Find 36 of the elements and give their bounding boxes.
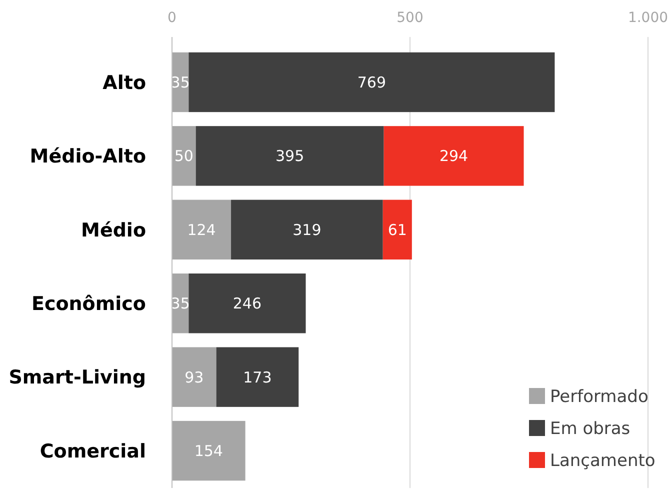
y-tick-label: Smart-Living (8, 366, 146, 389)
x-tick-label: 1.000 (628, 10, 668, 26)
data-label: 395 (275, 147, 304, 166)
data-label: 173 (243, 368, 272, 386)
bar (196, 126, 384, 186)
data-label: 50 (174, 147, 194, 166)
x-tick-label: 500 (396, 10, 424, 26)
y-tick-label: Alto (102, 72, 146, 94)
bar (382, 200, 412, 260)
bar (172, 347, 216, 407)
bar (231, 200, 383, 260)
y-tick-label: Comercial (40, 440, 146, 462)
bar (188, 52, 555, 112)
x-tick-label: 0 (168, 10, 176, 26)
data-label: 124 (187, 220, 216, 239)
y-tick-label: Médio (81, 219, 146, 242)
bar (172, 200, 232, 260)
bar (384, 126, 524, 186)
bar (188, 274, 306, 334)
data-label: 319 (292, 220, 322, 239)
data-label: 93 (184, 368, 204, 386)
data-label: 35 (170, 73, 190, 92)
legend-label: Performado (550, 386, 648, 407)
legend-label: Lançamento (550, 450, 656, 471)
data-label: 294 (439, 147, 468, 166)
legend-label: Em obras (550, 418, 630, 439)
data-label: 61 (388, 220, 407, 239)
y-tick-label: Econômico (31, 293, 146, 316)
data-label: 35 (170, 294, 190, 313)
bar (216, 347, 299, 407)
y-tick-label: Médio-Alto (30, 146, 146, 168)
bar (172, 126, 196, 186)
bar (172, 420, 246, 481)
data-label: 246 (232, 294, 262, 313)
data-label: 769 (357, 73, 386, 92)
data-label: 154 (194, 442, 223, 460)
